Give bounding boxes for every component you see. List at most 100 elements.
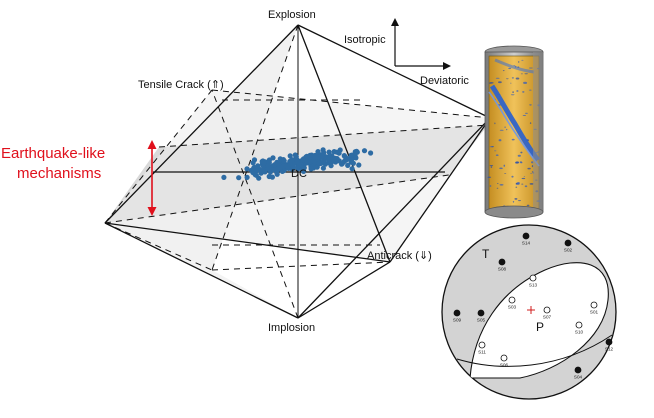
grain [505, 78, 509, 80]
grain [524, 185, 528, 188]
grain [529, 183, 534, 185]
data-point [348, 152, 354, 158]
station-label: S07 [543, 315, 552, 320]
station-label: S13 [529, 283, 538, 288]
grain [499, 129, 504, 131]
grain [517, 200, 522, 202]
data-point [311, 158, 317, 164]
grain [529, 67, 533, 69]
data-point [326, 154, 332, 160]
data-point [354, 149, 360, 155]
focal-mechanism-stereonet: T P S14 S02 S08 S09 S05 S12 S04 S13 S03 S07 S01 S10… [441, 224, 617, 400]
station-compression-marker [498, 258, 506, 266]
data-point [290, 164, 296, 170]
grain [521, 177, 526, 180]
earthquake-label-line1: Earthquake-like [1, 145, 105, 162]
grain [527, 167, 531, 170]
fault-plane [489, 84, 540, 162]
station-compression-marker [574, 366, 582, 374]
grain [510, 82, 512, 84]
isotropic-label: Isotropic [344, 34, 386, 46]
station-label: S05 [477, 318, 486, 323]
data-point [244, 174, 250, 180]
data-point [244, 166, 250, 172]
grain [530, 172, 532, 174]
station-compression-marker [605, 338, 613, 346]
data-point [280, 163, 287, 169]
station-dilatation-marker [575, 321, 583, 329]
grain [502, 70, 505, 72]
station-label: S04 [574, 375, 583, 380]
data-point [221, 174, 227, 180]
grain [523, 81, 528, 84]
t-axis-label: T [482, 247, 490, 261]
data-point [236, 175, 242, 181]
sample-grains [487, 59, 541, 207]
nodal-plane-1 [456, 334, 613, 367]
data-point [326, 149, 332, 155]
data-point [345, 162, 351, 168]
station-dilatation-marker [500, 354, 508, 362]
grain [512, 200, 515, 203]
data-point [312, 154, 318, 160]
station-label: S06 [500, 363, 509, 368]
tensile-crack-label: Tensile Crack (⇑) [138, 79, 224, 91]
grain [519, 161, 523, 164]
grain [516, 90, 519, 92]
data-point [256, 175, 262, 181]
implosion-label: Implosion [268, 322, 315, 334]
grain [521, 183, 524, 185]
data-point [307, 152, 313, 158]
anticrack-label: Anticrack (⇓) [367, 250, 432, 262]
data-point [252, 169, 258, 175]
station-label: S09 [453, 318, 462, 323]
grain [494, 150, 497, 152]
station-compression-marker [564, 239, 572, 247]
station-label: S12 [605, 347, 614, 352]
data-point [350, 160, 356, 166]
grain [508, 67, 512, 70]
axes-glyph: Isotropic Deviatoric [344, 18, 469, 87]
data-point [300, 157, 306, 163]
data-point [261, 160, 267, 166]
grain [515, 161, 519, 164]
grain [517, 182, 520, 184]
p-axis-label: P [536, 320, 544, 334]
earthquake-annotation: Earthquake-like mechanisms [1, 140, 157, 216]
station-label: S11 [478, 350, 486, 355]
data-point [320, 147, 326, 153]
grain [510, 94, 515, 96]
data-point [320, 158, 326, 164]
data-point [266, 166, 272, 172]
grain [504, 126, 506, 128]
grain [528, 89, 532, 91]
grain [524, 112, 528, 114]
explosion-label: Explosion [268, 9, 316, 21]
station-label: S03 [508, 305, 517, 310]
grain [529, 122, 532, 124]
data-point [287, 158, 293, 165]
grain [517, 154, 521, 157]
grain [496, 187, 499, 189]
grain [495, 77, 500, 79]
grain [504, 173, 507, 175]
data-point [320, 165, 326, 171]
data-point [368, 150, 374, 156]
data-point [281, 158, 287, 164]
grain [495, 154, 499, 156]
grain [515, 77, 520, 80]
grain [499, 167, 503, 170]
grain [531, 161, 534, 164]
grain [520, 151, 523, 154]
grain [524, 73, 528, 75]
grain [522, 91, 525, 93]
station-label: S08 [498, 267, 507, 272]
grain [512, 91, 514, 93]
data-point [294, 159, 300, 165]
station-label: S14 [522, 241, 531, 246]
grain [511, 77, 514, 79]
dc-label: DC [291, 168, 307, 180]
data-point [257, 167, 263, 173]
data-point [356, 162, 362, 168]
